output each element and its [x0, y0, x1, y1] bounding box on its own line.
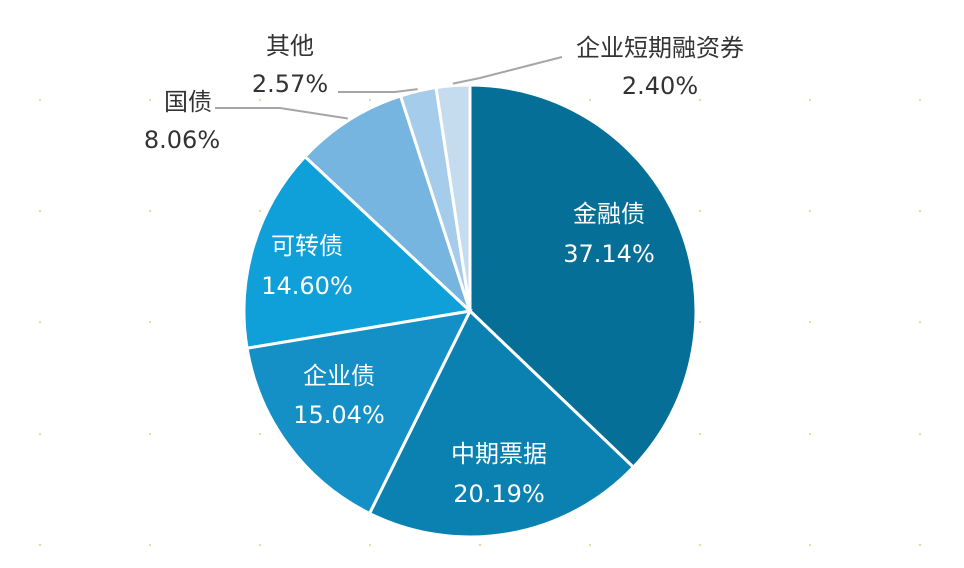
background-dot	[918, 432, 922, 436]
slice-label-name-1: 中期票据	[451, 440, 547, 468]
pie-slice-4	[302, 94, 474, 317]
slice-label-value-6: 2.40%	[622, 72, 698, 100]
background-dot	[698, 209, 702, 213]
slice-label-name-2: 企业债	[303, 362, 375, 390]
pie-slice-6	[434, 83, 472, 312]
background-dot	[808, 209, 812, 213]
background-dot	[368, 543, 372, 547]
background-dot	[588, 543, 592, 547]
background-dot	[148, 543, 152, 547]
background-dot	[148, 432, 152, 436]
background-dot	[38, 432, 42, 436]
background-dot	[148, 98, 152, 102]
leader-lines	[215, 56, 563, 120]
background-dot	[918, 209, 922, 213]
background-dot	[148, 320, 152, 324]
slice-label-name-0: 金融债	[573, 200, 645, 228]
background-dot	[808, 432, 812, 436]
background-dot	[808, 320, 812, 324]
background-dot	[38, 543, 42, 547]
background-dot	[808, 543, 812, 547]
pie-slice-2	[245, 309, 473, 516]
leader-line-5	[338, 88, 418, 93]
slice-label-value-2: 15.04%	[293, 401, 385, 429]
slice-label-value-1: 20.19%	[453, 480, 545, 508]
background-dot	[148, 209, 152, 213]
background-dot	[698, 543, 702, 547]
slice-label-name-4: 国债	[164, 88, 212, 116]
background-dot	[698, 98, 702, 102]
slice-label-name-3: 可转债	[271, 232, 343, 260]
background-dot	[588, 98, 592, 102]
slice-label-value-0: 37.14%	[563, 240, 655, 268]
background-dot	[258, 432, 262, 436]
pie-slice-3	[242, 154, 474, 350]
pie-slices	[242, 83, 698, 539]
background-dot	[258, 543, 262, 547]
background-dot	[918, 543, 922, 547]
slice-label-name-5: 其他	[266, 32, 314, 60]
slice-label-value-4: 8.06%	[144, 126, 220, 154]
background-dot	[698, 320, 702, 324]
background-dot	[808, 98, 812, 102]
pie-slice-0	[468, 83, 698, 470]
background-dot	[918, 320, 922, 324]
leader-line-6	[452, 56, 563, 85]
pie-slice-1	[367, 308, 636, 539]
background-dot	[368, 98, 372, 102]
background-dot	[38, 98, 42, 102]
leader-line-4	[215, 107, 348, 120]
background-dot	[918, 98, 922, 102]
background-dot	[258, 98, 262, 102]
background-dot	[38, 209, 42, 213]
background-dot	[258, 209, 262, 213]
background-dot	[38, 320, 42, 324]
slice-label-value-3: 14.60%	[261, 272, 353, 300]
background-dot	[698, 432, 702, 436]
slice-label-name-6: 企业短期融资券	[576, 34, 744, 62]
slice-label-value-5: 2.57%	[252, 70, 328, 98]
background-dot	[478, 543, 482, 547]
